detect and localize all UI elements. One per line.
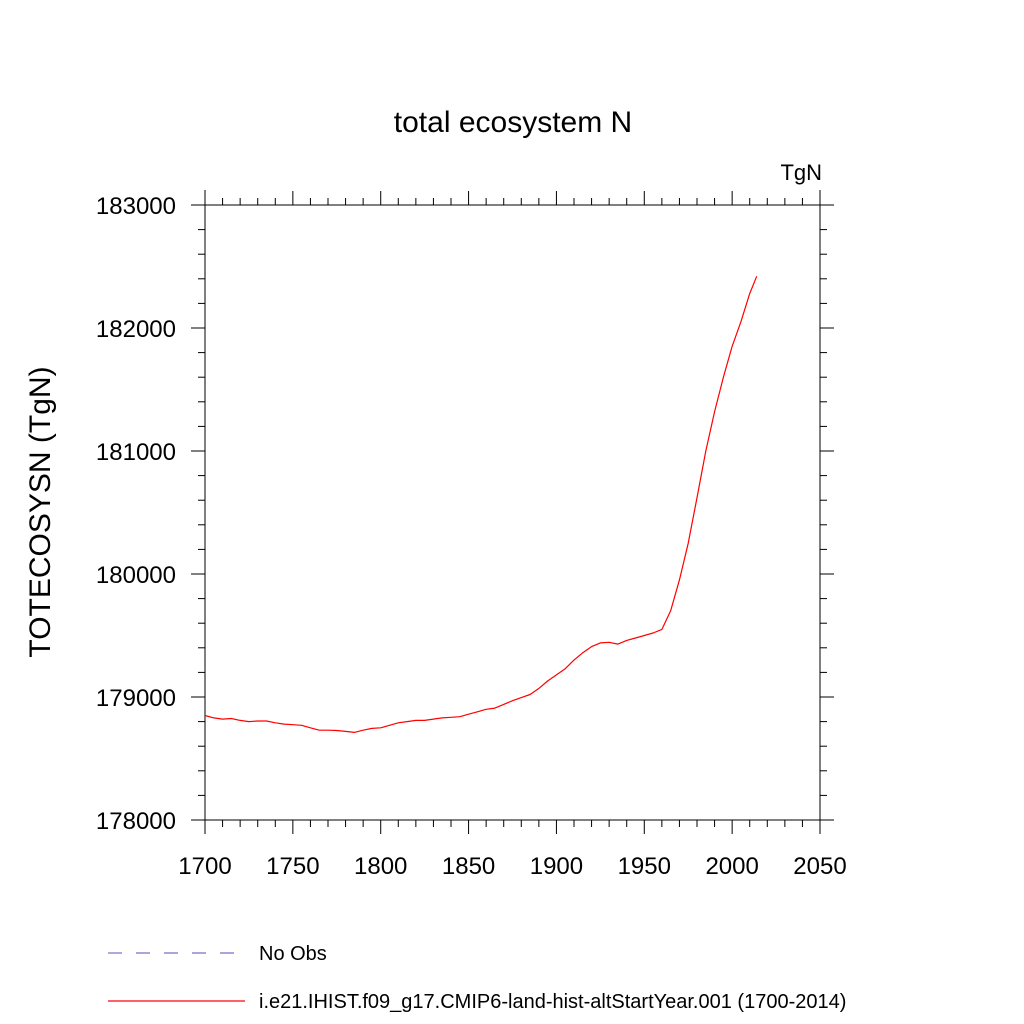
x-tick-label: 1850 bbox=[442, 853, 495, 880]
y-axis-title: TOTECOSYSN (TgN) bbox=[24, 366, 57, 657]
legend: No Obs i.e21.IHIST.f09_g17.CMIP6-land-his… bbox=[108, 943, 846, 1013]
x-tick-label: 2000 bbox=[705, 853, 758, 880]
x-tick-label: 1900 bbox=[530, 853, 583, 880]
x-tick-label: 2050 bbox=[793, 853, 846, 880]
y-tick-label: 181000 bbox=[96, 439, 176, 466]
x-tick-label: 1950 bbox=[618, 853, 671, 880]
x-tick-label: 1700 bbox=[178, 853, 231, 880]
y-tick-label: 179000 bbox=[96, 685, 176, 712]
y-tick-label: 180000 bbox=[96, 562, 176, 589]
chart-title: total ecosystem N bbox=[394, 106, 632, 139]
x-tick-label: 1800 bbox=[354, 853, 407, 880]
series-line bbox=[204, 276, 758, 734]
y-tick-label: 183000 bbox=[96, 193, 176, 220]
y-tick-label: 182000 bbox=[96, 316, 176, 343]
units-label: TgN bbox=[780, 160, 822, 185]
legend-label: No Obs bbox=[259, 943, 327, 965]
y-tick-label: 178000 bbox=[96, 808, 176, 835]
legend-label: i.e21.IHIST.f09_g17.CMIP6-land-hist-altS… bbox=[259, 991, 846, 1013]
series-layer bbox=[204, 276, 758, 734]
x-tick-label: 1750 bbox=[266, 853, 319, 880]
axes-layer: 1700 1750 1800 1850 1900 1950 2000 2050 178000 17… bbox=[96, 190, 847, 880]
